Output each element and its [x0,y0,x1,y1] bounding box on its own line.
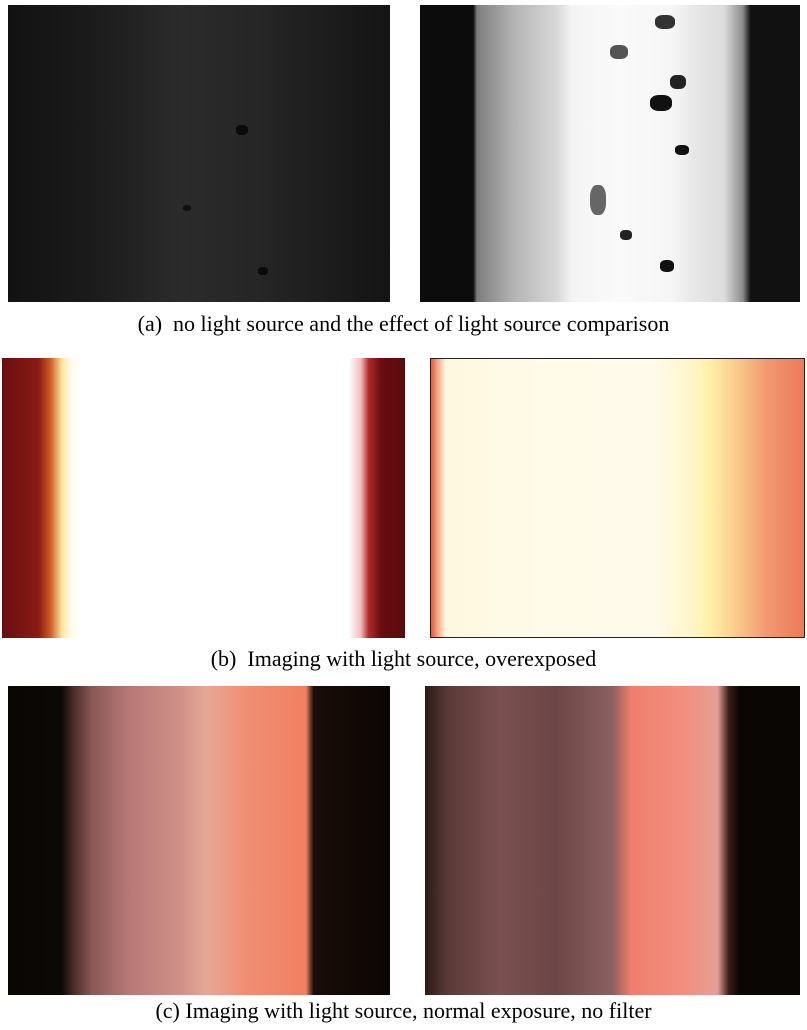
photo-normal-2 [425,686,800,995]
caption: (c) Imaging with light source, normal ex… [0,998,807,1024]
photo-overexposed-2 [430,358,805,638]
photo-overexposed-1 [2,358,405,638]
caption: (b) Imaging with light source, overexpos… [0,646,807,672]
photo-no-light [8,5,390,302]
caption: (a) no light source and the effect of li… [0,311,807,337]
photo-with-light [420,5,800,302]
figure: (a) no light source and the effect of li… [0,0,807,1030]
photo-normal-1 [8,686,390,995]
